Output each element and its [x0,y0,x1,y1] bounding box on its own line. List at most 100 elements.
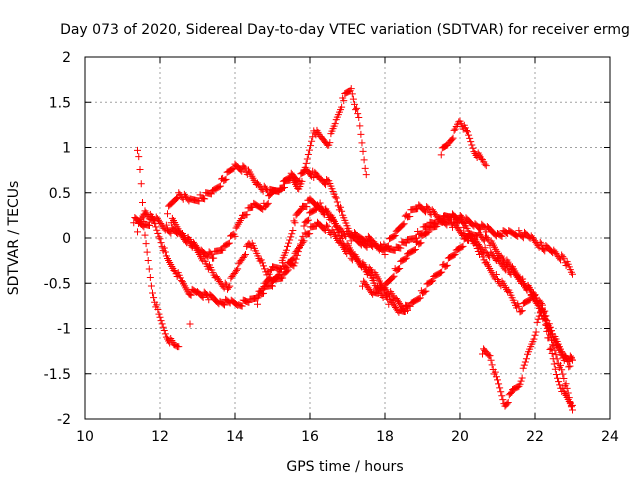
data-point [518,307,526,315]
y-tick-label: -2 [57,412,71,428]
data-point [396,264,404,272]
data-point [363,243,371,251]
data-point [198,292,206,300]
data-point [264,199,272,207]
data-point [240,252,248,260]
data-point [322,181,330,189]
data-point [554,374,561,382]
data-point [153,301,161,309]
data-point [285,239,293,247]
data-point [137,180,145,188]
x-tick-label: 12 [151,429,169,445]
data-point [406,212,414,220]
data-point [555,378,563,386]
data-point [320,225,328,233]
data-point [204,253,212,261]
data-point [240,163,248,171]
data-point [438,268,446,276]
data-point [518,233,526,241]
data-point [355,113,363,121]
data-point [282,246,290,254]
data-point [158,320,166,328]
data-point [225,239,233,247]
data-point [302,159,310,167]
data-point [450,251,458,259]
data-point [157,239,165,247]
data-point [416,239,424,247]
data-point [569,270,576,278]
data-point [464,128,471,136]
data-point [224,240,232,248]
data-point [459,242,467,250]
data-point [154,306,162,314]
data-point [156,313,164,321]
data-point [210,254,218,262]
data-point [152,223,160,231]
data-point [160,244,168,252]
data-point [515,227,523,235]
data-point [437,269,444,277]
data-point [130,219,138,227]
data-point [254,300,261,308]
data-point [534,315,542,323]
data-point [215,183,223,191]
x-axis-label: GPS time / hours [286,459,403,475]
data-point [150,216,158,224]
data-point [552,351,560,359]
data-point [498,392,506,400]
data-point [286,236,294,244]
data-point [549,355,557,363]
data-point [550,360,558,368]
data-point [443,261,451,269]
data-point [498,232,506,240]
data-point [390,272,398,280]
y-tick-label: 0 [62,231,71,247]
data-point [149,289,156,297]
data-point [324,222,332,230]
data-point [503,261,510,269]
data-point [559,370,567,378]
data-point [200,252,208,260]
data-point [360,156,368,164]
data-point [442,220,450,228]
data-point [421,288,429,296]
data-point [536,238,544,246]
data-point [338,103,346,111]
data-point [186,290,194,298]
data-point [466,134,474,142]
data-point [565,357,573,365]
data-point [451,250,459,258]
data-point [537,240,545,248]
data-point [484,235,492,243]
data-point [522,355,530,363]
data-point [306,230,314,238]
data-point [362,242,370,250]
data-point [448,135,456,143]
data-point [504,263,512,271]
data-point [442,262,450,270]
data-point [539,301,546,309]
data-point [161,330,169,338]
data-point [296,244,303,252]
data-point [546,345,554,353]
data-point [496,384,504,392]
data-point [540,246,548,254]
data-point [205,296,213,304]
data-point [266,267,274,275]
data-point [143,248,151,256]
data-point [429,277,437,285]
data-point [361,164,369,172]
data-point [397,244,405,252]
data-point [263,201,271,209]
data-point [145,265,153,273]
data-point [225,284,233,292]
data-point [521,358,529,366]
series-track-5 [167,214,411,315]
data-point [294,248,302,256]
data-point [221,176,229,184]
data-point [136,165,144,173]
data-point [159,323,167,331]
data-point [187,291,195,299]
data-point [381,250,389,258]
data-point [566,352,574,360]
